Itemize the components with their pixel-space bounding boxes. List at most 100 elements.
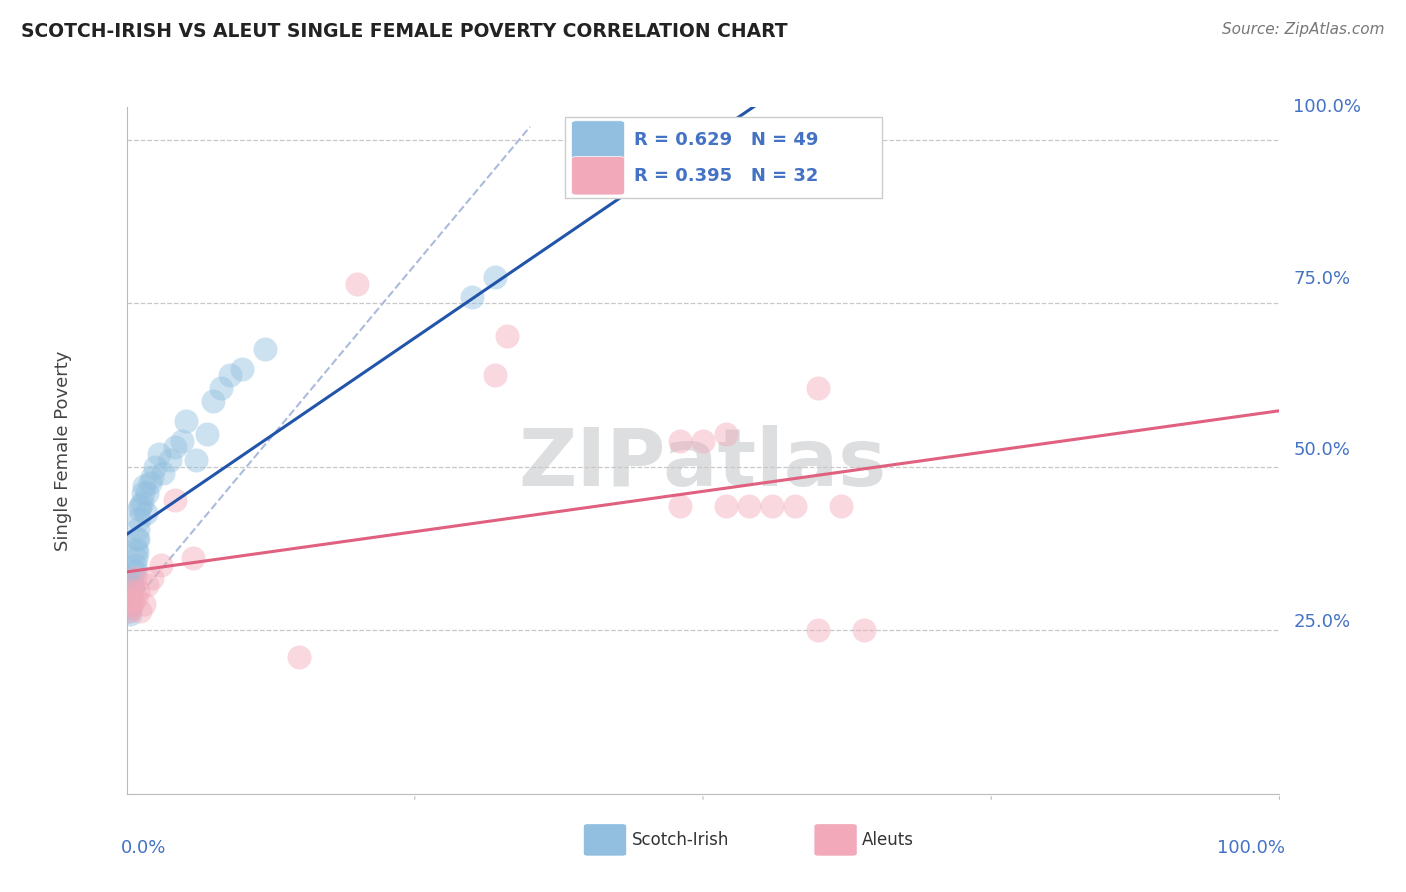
Text: 100.0%: 100.0% [1218,838,1285,856]
FancyBboxPatch shape [583,823,627,856]
Point [669,434,692,448]
Point [131,486,153,500]
Point [135,506,157,520]
Point [219,368,242,383]
Point [231,361,253,376]
Point [761,133,783,147]
Point [714,427,737,442]
Point [121,591,143,605]
Point [138,476,160,491]
Point [785,499,807,513]
Point [125,591,148,605]
Point [184,453,207,467]
Point [118,607,141,621]
Point [807,381,830,395]
Point [124,558,146,572]
Text: Scotch-Irish: Scotch-Irish [631,831,728,849]
Point [484,368,506,383]
Point [118,591,141,605]
Text: 0.0%: 0.0% [121,838,166,856]
Point [118,584,141,599]
Point [830,499,852,513]
Point [128,512,150,526]
Point [738,499,761,513]
Point [121,571,143,585]
Text: 50.0%: 50.0% [1294,442,1350,459]
Point [121,584,143,599]
Point [117,600,139,615]
Point [201,394,224,409]
Text: R = 0.395   N = 32: R = 0.395 N = 32 [634,167,818,185]
Point [129,499,152,513]
Point [121,581,143,595]
FancyBboxPatch shape [572,156,624,195]
Point [141,469,163,483]
Point [118,604,141,618]
Point [124,565,146,579]
Point [346,277,368,291]
Text: R = 0.629   N = 49: R = 0.629 N = 49 [634,131,818,149]
Point [122,577,145,591]
Point [163,492,186,507]
Point [159,453,181,467]
FancyBboxPatch shape [814,823,858,856]
Text: 75.0%: 75.0% [1294,269,1350,288]
FancyBboxPatch shape [572,120,624,160]
Text: Single Female Poverty: Single Female Poverty [53,351,72,550]
Point [118,594,141,608]
Point [785,133,807,147]
Point [288,649,311,664]
Point [120,597,142,611]
Point [496,329,519,343]
Point [127,522,149,536]
Point [136,486,159,500]
Point [118,597,141,611]
Point [163,440,186,454]
Point [129,604,152,618]
Point [136,577,159,591]
Text: 100.0%: 100.0% [1294,98,1361,116]
FancyBboxPatch shape [565,117,882,198]
Point [125,532,148,546]
Text: Source: ZipAtlas.com: Source: ZipAtlas.com [1222,22,1385,37]
Point [183,551,205,566]
Text: SCOTCH-IRISH VS ALEUT SINGLE FEMALE POVERTY CORRELATION CHART: SCOTCH-IRISH VS ALEUT SINGLE FEMALE POVE… [21,22,787,41]
Point [150,558,173,572]
Point [145,459,166,474]
Point [461,290,484,304]
Point [761,499,783,513]
Point [132,597,155,611]
Point [117,597,139,611]
Point [131,496,153,510]
Text: Aleuts: Aleuts [862,831,914,849]
Point [853,624,876,638]
Text: ZIPatlas: ZIPatlas [519,425,887,503]
Point [484,270,506,285]
Point [127,532,149,546]
Point [152,467,174,481]
Point [125,545,148,559]
Point [176,414,198,428]
Point [692,434,714,448]
Point [195,427,218,442]
Point [141,571,163,585]
Point [122,565,145,579]
Point [125,551,148,566]
Point [122,594,145,608]
Point [132,479,155,493]
Point [118,604,141,618]
Point [120,600,142,615]
Point [807,624,830,638]
Point [127,584,149,599]
Point [120,577,142,591]
Point [170,434,193,448]
Point [669,499,692,513]
Point [124,571,146,585]
Point [125,541,148,556]
Point [253,342,276,356]
Point [209,381,232,395]
Point [714,499,737,513]
Point [148,447,170,461]
Point [128,502,150,516]
Text: 25.0%: 25.0% [1294,613,1350,632]
